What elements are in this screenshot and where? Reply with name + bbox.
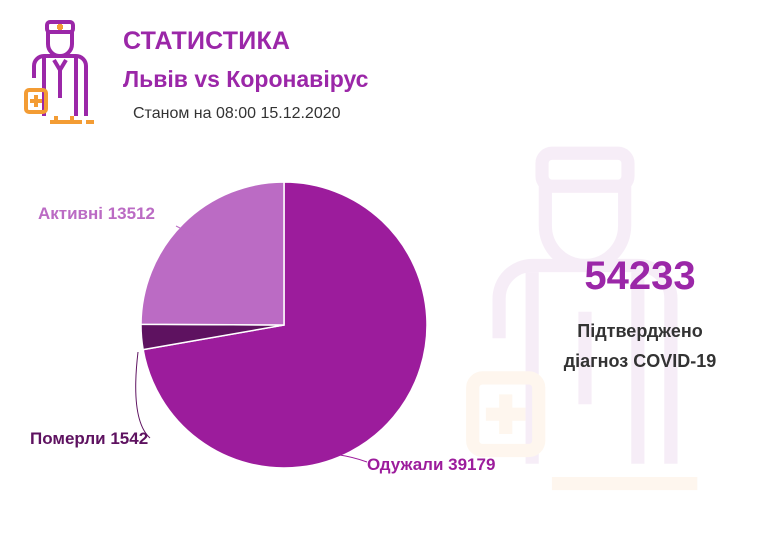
pie-slice-3 (140, 181, 285, 326)
doctor-icon (24, 20, 94, 124)
pie-labels: Одужали 39179 Померли 1542 Активні 13512 (30, 204, 495, 474)
doctor-watermark-icon (466, 146, 698, 491)
page-subtitle: Львів vs Коронавірус (123, 66, 369, 92)
total-confirmed-label: Підтверджено діагноз COVID-19 (540, 316, 740, 376)
pie-leader-lines (135, 225, 368, 463)
pie-slice-1 (142, 181, 428, 469)
pie-label-2: Померли 1542 (30, 429, 148, 448)
total-label-line1: Підтверджено (577, 321, 703, 341)
update-timestamp: Станом на 08:00 15.12.2020 (133, 105, 341, 122)
pie-leader-1 (299, 451, 368, 463)
pie-label-3: Активні 13512 (38, 204, 155, 223)
total-label-line2: діагноз COVID-19 (563, 351, 717, 371)
page-title: СТАТИСТИКА (123, 27, 291, 55)
pie-slices (140, 181, 428, 469)
pie-leader-2 (135, 351, 151, 439)
total-confirmed-value: 54233 (584, 254, 696, 298)
pie-leader-3 (175, 225, 197, 237)
pie-label-1: Одужали 39179 (367, 455, 495, 474)
